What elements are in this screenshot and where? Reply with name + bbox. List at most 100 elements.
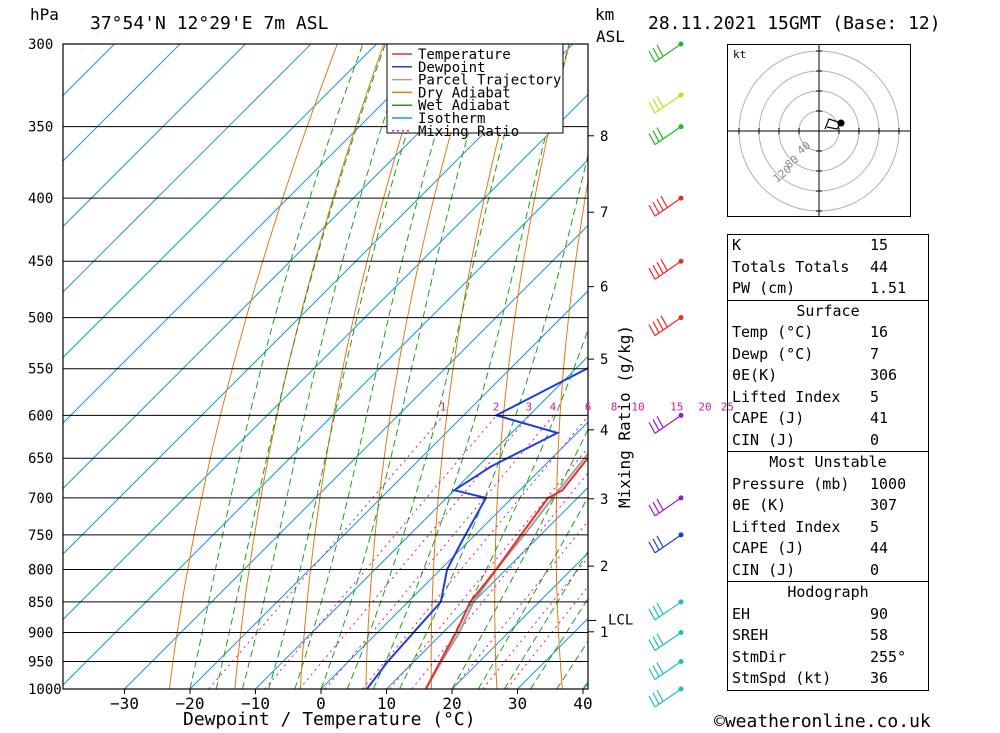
wind-barb-flag xyxy=(648,639,656,651)
pressure-tick-label: 650 xyxy=(28,451,53,467)
plot-frame xyxy=(62,43,589,690)
wind-barb-flag xyxy=(652,501,660,514)
pressure-tick-label: 700 xyxy=(28,491,53,507)
wind-barb-flag xyxy=(656,44,664,57)
pressure-tick-label: 500 xyxy=(28,311,53,327)
wind-barb-flag xyxy=(648,608,656,621)
wind-barb-flag xyxy=(656,602,664,615)
lcl-label: LCL xyxy=(608,613,633,629)
wind-barb-flag xyxy=(652,98,660,111)
mixing-ratio-label: 6 xyxy=(585,400,592,413)
pressure-tick-label: 300 xyxy=(28,37,53,53)
isotherm-line xyxy=(63,44,181,162)
x-tick-label: −30 xyxy=(110,694,139,713)
mixing-ratio-line xyxy=(452,520,588,689)
wind-barb-staff xyxy=(654,688,682,708)
wind-barb-flag xyxy=(652,692,660,705)
legend-entry: Isotherm xyxy=(418,111,485,127)
wet-adiabat-line xyxy=(451,428,588,689)
isotherm-line xyxy=(124,224,588,689)
wind-barb-flag xyxy=(648,50,656,63)
wind-barb-flag xyxy=(656,318,664,330)
surface-cape-row: CAPE (J) 41 xyxy=(732,409,889,427)
wind-barb-staff xyxy=(654,260,682,280)
mu-cin-row: CIN (J) 0 xyxy=(732,560,880,579)
dry-adiabat-line xyxy=(938,44,1000,689)
km-tick-label: 7 xyxy=(600,205,608,221)
mu-li-row: Lifted Index 5 xyxy=(732,517,880,536)
legend-entry: Parcel Trajectory xyxy=(418,73,561,89)
wind-barb-flag xyxy=(648,541,656,554)
wind-barb-staff xyxy=(654,126,682,146)
mixing-ratio-label: 20 xyxy=(698,400,711,413)
isotherm-line xyxy=(63,44,246,228)
wind-barb-flag xyxy=(648,422,656,434)
isotherm-line xyxy=(451,552,588,689)
pressure-tick-label: 600 xyxy=(28,408,53,424)
wind-barb-staff xyxy=(654,197,682,217)
wind-barb-flag xyxy=(656,535,664,548)
wind-barb-flag xyxy=(652,47,660,60)
surface-li-row: Lifted Index 5 xyxy=(732,387,880,406)
pressure-tick-label: 400 xyxy=(28,191,53,207)
pressure-tick-label: 1000 xyxy=(28,682,62,698)
hodograph-ring-label: 40 xyxy=(795,139,814,157)
dry-adiabat-line xyxy=(673,44,709,689)
wet-adiabat-line xyxy=(399,153,588,689)
km-tick-label: 6 xyxy=(600,280,608,296)
isotherm-line xyxy=(386,486,588,689)
wet-adiabat-line xyxy=(346,44,530,689)
surface-theta-row: θE(K) 306 xyxy=(732,366,898,384)
credit-label[interactable]: ©weatheronline.co.uk xyxy=(714,711,931,732)
wind-barb-staff xyxy=(654,497,682,517)
surface-section: Surface Temp (°C) 16 Dewp (°C) 7 θE(K) 306 … xyxy=(728,299,928,452)
storm-motion-marker xyxy=(837,119,845,127)
wind-barb-flag xyxy=(652,321,660,333)
km-tick-label: 1 xyxy=(600,625,608,641)
mu-pressure-row: Pressure (mb) 1000 xyxy=(732,474,907,493)
wind-barb-flag xyxy=(652,419,660,431)
surface-temp-row: Temp (°C) 16 xyxy=(732,323,889,341)
pressure-tick-label: 800 xyxy=(28,562,53,578)
mixing-ratio-label: 2 xyxy=(493,400,500,413)
eh-row: EH 90 xyxy=(732,604,889,623)
pressure-tick-label: 350 xyxy=(28,120,53,136)
isotherm-line xyxy=(63,93,588,621)
mixing-ratio-label: 1 xyxy=(440,400,447,413)
km-tick-label: 3 xyxy=(600,492,608,508)
mixing-ratio-label: 10 xyxy=(631,400,644,413)
wind-barb-flag xyxy=(656,633,664,645)
x-tick-label: −20 xyxy=(176,694,205,713)
legend-entry: Wet Adiabat xyxy=(418,98,511,114)
mixing-ratio-label: 8 xyxy=(611,400,618,413)
dry-adiabat-line xyxy=(168,44,338,689)
wind-barb-flag xyxy=(656,95,664,108)
wind-barb-staff xyxy=(654,414,682,434)
isotherm-line xyxy=(255,355,588,689)
datetime-label: 28.11.2021 15GMT (Base: 12) xyxy=(648,13,941,34)
mixing-ratio-label: 4 xyxy=(550,400,557,413)
wind-barb-flag xyxy=(652,264,660,277)
wind-barb-flag xyxy=(648,204,656,217)
k-index-row: K 15 xyxy=(732,236,889,254)
pressure-tick-label: 450 xyxy=(28,254,53,270)
wind-barb-staff xyxy=(654,43,682,63)
wind-barb-staff xyxy=(654,661,682,681)
dry-adiabat-line xyxy=(234,44,385,689)
x-tick-label: 0 xyxy=(316,694,326,713)
x-tick-label: 40 xyxy=(573,694,592,713)
wind-barb-flag xyxy=(648,133,656,145)
totals-totals-row: Totals Totals 44 xyxy=(732,257,889,276)
isotherm-line xyxy=(63,44,312,293)
pw-row: PW (cm) 1.51 xyxy=(732,279,907,297)
stmdir-row: StmDir 255° xyxy=(732,647,907,666)
wind-barb-flag xyxy=(652,605,660,618)
wind-barb-staff xyxy=(654,94,682,114)
axes: 1 2 3 4 6 8 10 15 20 2530035040045050055060065070… xyxy=(28,37,734,713)
legend-entry: Dry Adiabat xyxy=(418,85,511,101)
wet-adiabat-line xyxy=(503,550,588,689)
wind-barb-flag xyxy=(660,195,668,208)
mixing-ratio-line xyxy=(264,414,498,689)
dry-adiabat-line xyxy=(494,44,570,689)
pressure-tick-label: 900 xyxy=(28,626,53,642)
